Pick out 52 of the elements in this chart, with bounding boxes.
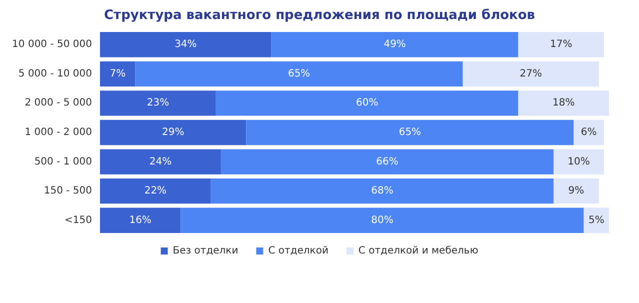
data-label: 27%	[520, 68, 542, 80]
bar	[100, 32, 272, 58]
data-label: 65%	[398, 127, 422, 138]
y-tick-label: 500 - 1 000	[34, 156, 92, 168]
y-tick-label: <150	[64, 214, 92, 226]
bar	[100, 149, 221, 174]
y-tick-label: 10 000 - 50 000	[12, 39, 92, 50]
bar	[554, 149, 604, 174]
data-label: 5%	[588, 214, 604, 226]
bar	[518, 32, 604, 58]
bar	[518, 90, 609, 116]
bar	[220, 149, 554, 174]
data-label: 23%	[146, 98, 170, 109]
legend-label: С отделкой и мебелью	[358, 246, 478, 256]
bar	[210, 178, 554, 204]
data-label: 34%	[174, 39, 197, 50]
data-label: 68%	[371, 186, 394, 197]
data-label: 10%	[568, 156, 590, 168]
bar	[100, 178, 211, 204]
y-tick-label: 2 000 - 5 000	[24, 98, 92, 109]
bar	[100, 61, 136, 87]
y-tick-label: 1 000 - 2 000	[24, 127, 92, 138]
y-tick-label: 5 000 - 10 000	[18, 68, 92, 80]
bar	[100, 120, 246, 146]
bar	[216, 90, 518, 116]
data-label: 80%	[371, 214, 394, 226]
data-label: 29%	[162, 127, 184, 138]
data-label: 24%	[149, 156, 172, 168]
data-label: 65%	[288, 68, 310, 80]
data-label: 9%	[568, 186, 584, 197]
data-label: 6%	[580, 127, 597, 138]
data-label: 18%	[552, 98, 575, 109]
data-label: 22%	[144, 186, 167, 197]
bar	[574, 120, 604, 146]
data-label: 7%	[110, 68, 126, 80]
data-label: 66%	[376, 156, 398, 168]
bar	[100, 90, 216, 116]
bar	[462, 61, 599, 87]
legend-label: С отделкой	[268, 246, 328, 256]
bar	[100, 208, 181, 233]
data-label: 49%	[384, 39, 406, 50]
bar	[246, 120, 574, 146]
bar	[180, 208, 584, 233]
chart-title: Структура вакантного предложения по площади блоков	[104, 8, 535, 23]
bar	[271, 32, 518, 58]
bar	[135, 61, 463, 87]
data-label: 60%	[356, 98, 378, 109]
bar	[554, 178, 599, 204]
y-tick-label: 150 - 500	[44, 186, 92, 197]
data-label: 17%	[550, 39, 572, 50]
legend-label: Без отделки	[172, 246, 238, 256]
data-label: 16%	[129, 214, 152, 226]
